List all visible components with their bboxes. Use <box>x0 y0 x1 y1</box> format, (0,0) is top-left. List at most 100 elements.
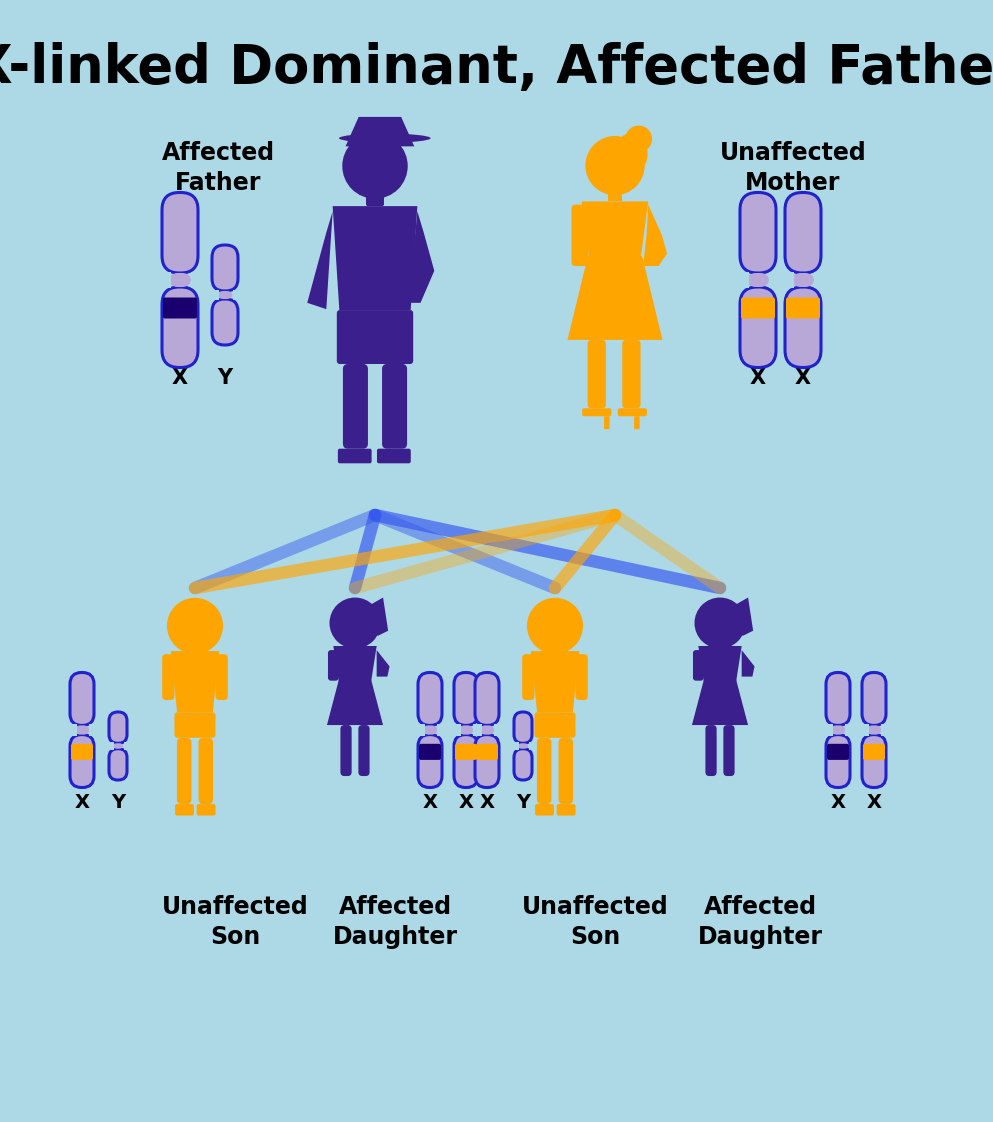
FancyBboxPatch shape <box>791 273 814 287</box>
Polygon shape <box>531 651 579 712</box>
Bar <box>739 272 749 288</box>
FancyBboxPatch shape <box>572 204 589 266</box>
FancyBboxPatch shape <box>558 738 573 804</box>
FancyBboxPatch shape <box>199 738 213 804</box>
Polygon shape <box>582 202 648 266</box>
Bar <box>513 743 519 749</box>
Polygon shape <box>333 206 417 310</box>
FancyBboxPatch shape <box>740 287 776 368</box>
Bar <box>608 191 623 202</box>
Text: Unaffected
Son: Unaffected Son <box>521 895 668 949</box>
FancyBboxPatch shape <box>514 748 532 780</box>
FancyBboxPatch shape <box>623 340 640 408</box>
Text: X: X <box>830 792 845 811</box>
Bar <box>192 272 201 288</box>
FancyBboxPatch shape <box>830 726 845 735</box>
Polygon shape <box>692 677 748 725</box>
Bar <box>825 725 832 736</box>
FancyBboxPatch shape <box>826 735 850 788</box>
Text: Y: Y <box>516 792 530 811</box>
FancyBboxPatch shape <box>741 297 775 319</box>
Circle shape <box>330 598 380 649</box>
FancyBboxPatch shape <box>377 449 411 463</box>
FancyBboxPatch shape <box>480 726 495 735</box>
Bar <box>784 272 793 288</box>
FancyBboxPatch shape <box>74 726 89 735</box>
Polygon shape <box>376 650 389 677</box>
FancyBboxPatch shape <box>635 416 639 430</box>
Bar <box>495 725 502 736</box>
FancyBboxPatch shape <box>747 273 770 287</box>
Polygon shape <box>643 204 667 266</box>
Bar <box>233 289 241 300</box>
Text: Y: Y <box>111 792 125 811</box>
Text: X: X <box>867 792 882 811</box>
Circle shape <box>343 134 408 199</box>
Bar <box>89 725 97 736</box>
Bar <box>108 743 114 749</box>
FancyBboxPatch shape <box>197 804 215 816</box>
FancyBboxPatch shape <box>557 804 576 816</box>
FancyBboxPatch shape <box>827 744 849 760</box>
Bar <box>814 272 824 288</box>
FancyBboxPatch shape <box>576 654 588 700</box>
Polygon shape <box>327 677 383 725</box>
FancyBboxPatch shape <box>454 672 478 726</box>
Text: X: X <box>480 792 495 811</box>
FancyBboxPatch shape <box>212 245 238 291</box>
FancyBboxPatch shape <box>216 291 233 298</box>
Text: X: X <box>172 368 188 388</box>
FancyBboxPatch shape <box>862 735 886 788</box>
FancyBboxPatch shape <box>454 735 478 788</box>
Text: Affected
Daughter: Affected Daughter <box>697 895 822 949</box>
FancyBboxPatch shape <box>740 193 776 273</box>
Bar <box>528 743 535 749</box>
Bar <box>882 725 889 736</box>
Bar <box>438 725 445 736</box>
Bar <box>861 725 869 736</box>
FancyBboxPatch shape <box>786 297 820 319</box>
Bar <box>211 289 218 300</box>
FancyBboxPatch shape <box>476 744 498 760</box>
FancyBboxPatch shape <box>175 712 215 738</box>
FancyBboxPatch shape <box>112 743 123 748</box>
FancyBboxPatch shape <box>109 748 127 780</box>
Text: X: X <box>422 792 438 811</box>
FancyBboxPatch shape <box>535 804 554 816</box>
FancyBboxPatch shape <box>588 340 606 408</box>
Ellipse shape <box>339 134 431 142</box>
Polygon shape <box>171 651 219 712</box>
Polygon shape <box>730 598 753 636</box>
FancyBboxPatch shape <box>212 298 238 344</box>
FancyBboxPatch shape <box>522 654 534 700</box>
FancyBboxPatch shape <box>71 744 93 760</box>
FancyBboxPatch shape <box>862 672 886 726</box>
FancyBboxPatch shape <box>163 297 197 319</box>
FancyBboxPatch shape <box>341 725 352 776</box>
FancyBboxPatch shape <box>70 672 94 726</box>
FancyBboxPatch shape <box>418 672 442 726</box>
FancyBboxPatch shape <box>328 650 339 681</box>
Text: X-linked Dominant, Affected Father: X-linked Dominant, Affected Father <box>0 42 993 94</box>
FancyBboxPatch shape <box>475 672 499 726</box>
Polygon shape <box>698 646 742 687</box>
Polygon shape <box>568 256 662 340</box>
Bar <box>770 272 779 288</box>
FancyBboxPatch shape <box>514 712 532 743</box>
Text: X: X <box>750 368 766 388</box>
Bar <box>123 743 130 749</box>
Bar <box>69 725 76 736</box>
FancyBboxPatch shape <box>459 726 474 735</box>
FancyBboxPatch shape <box>537 738 551 804</box>
Polygon shape <box>346 117 414 146</box>
FancyBboxPatch shape <box>343 364 368 449</box>
FancyBboxPatch shape <box>867 726 882 735</box>
FancyBboxPatch shape <box>604 416 610 430</box>
FancyBboxPatch shape <box>785 193 821 273</box>
Circle shape <box>167 598 223 654</box>
FancyBboxPatch shape <box>423 726 438 735</box>
FancyBboxPatch shape <box>338 449 371 463</box>
FancyBboxPatch shape <box>177 738 192 804</box>
Circle shape <box>527 598 583 654</box>
FancyBboxPatch shape <box>169 273 192 287</box>
